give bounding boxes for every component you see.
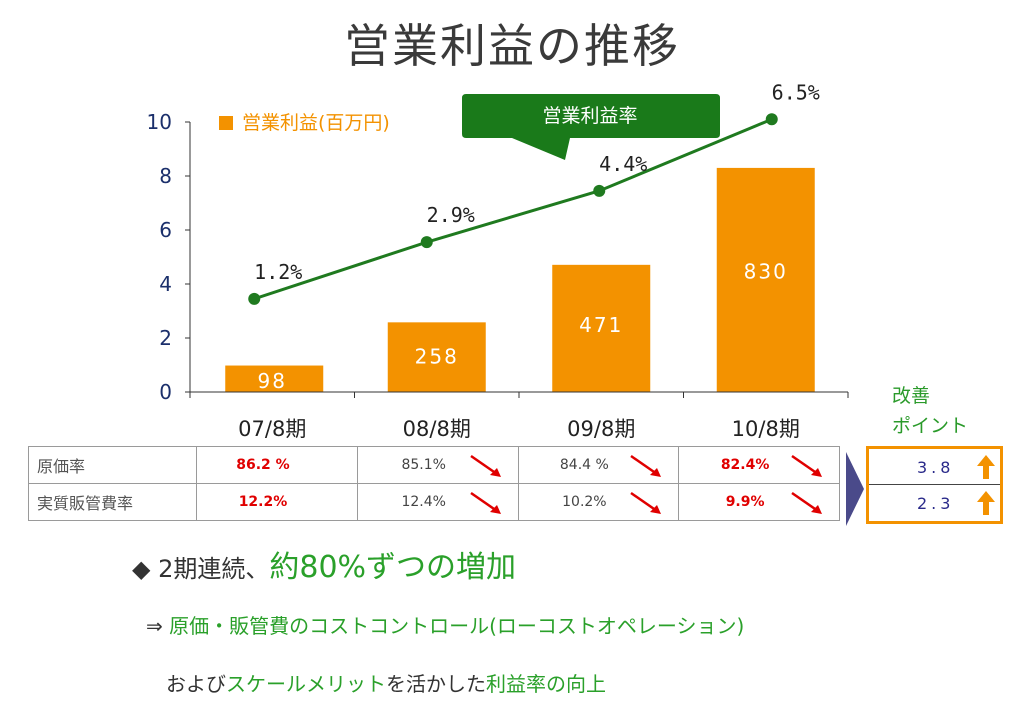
table-cell: 86.2 %: [196, 446, 358, 484]
x-tick-label: 07/8期: [238, 417, 306, 441]
ratio-table: 原価率 86.2 % 85.1% 84.4 % 82.4% 実質販管費率 12.2% 12.4…: [27, 446, 840, 521]
summary-line-3-b: スケールメリット: [226, 672, 386, 696]
table-row: 原価率 86.2 % 85.1% 84.4 % 82.4%: [27, 446, 840, 484]
table-cell: 12.2%: [196, 483, 358, 521]
divider: [869, 484, 1000, 485]
summary-line-2-text: 原価・販管費のコストコントロール(ローコストオペレーション): [169, 614, 745, 638]
cell-value: 12.2%: [238, 494, 288, 510]
callout-label: 営業利益率: [542, 105, 637, 127]
operating-profit-chart: 0 2 4 6 8 10 98 258 471 830 1.2% 2.9% 4.4% 6.5% 営業利…: [147, 80, 849, 441]
down-arrow-icon: [630, 454, 662, 477]
rate-line: [253, 117, 773, 301]
cell-value: 9.9%: [725, 494, 765, 510]
cell-value: 85.1%: [401, 457, 446, 473]
row-label: 実質販管費率: [27, 483, 198, 521]
cell-value: 10.2%: [562, 494, 607, 510]
summary-line-1-prefix: ◆ 2期連続、: [132, 555, 270, 583]
bar-data-label: 830: [744, 260, 788, 284]
y-tick-label: 0: [159, 380, 172, 404]
up-arrow-icon: [977, 455, 995, 479]
table-cell: 84.4 %: [517, 446, 680, 484]
bar-data-label: 98: [258, 369, 287, 393]
improve-label-2: ポイント: [892, 415, 969, 437]
cell-value: 82.4%: [720, 457, 770, 473]
improve-value-cost: 3.8: [917, 458, 955, 477]
up-arrow-icon: [977, 491, 995, 515]
y-axis: 0 2 4 6 8 10: [147, 110, 191, 404]
cell-value: 12.4%: [401, 494, 446, 510]
summary-line-1-emphasis: 約80%ずつの増加: [269, 550, 517, 585]
rate-point: [765, 113, 778, 126]
cell-value: 84.4 %: [559, 457, 609, 473]
down-arrow-icon: [469, 454, 501, 477]
bar: [225, 365, 324, 392]
summary-line-1: ◆ 2期連続、約80%ずつの増加: [132, 542, 516, 586]
bar-data-label: 471: [579, 313, 623, 337]
legend-label: 営業利益(百万円): [242, 112, 390, 134]
summary-line-3-a: および: [166, 672, 226, 696]
y-tick-label: 6: [159, 218, 172, 242]
table-row: 実質販管費率 12.2% 12.4% 10.2% 9.9%: [27, 483, 840, 521]
rate-callout: 営業利益率: [462, 94, 720, 160]
down-arrow-icon: [469, 491, 501, 514]
y-tick-label: 2: [159, 326, 172, 350]
profit-rate-line: 1.2% 2.9% 4.4% 6.5%: [248, 80, 820, 305]
y-tick-label: 10: [147, 110, 172, 134]
bars: 98 258 471 830: [225, 167, 815, 393]
improve-box: 3.8 2.3: [866, 446, 1003, 524]
y-tick-label: 4: [159, 272, 172, 296]
table-cell: 12.4%: [356, 483, 519, 521]
improve-value-sga: 2.3: [917, 494, 955, 513]
bar: [387, 322, 486, 392]
table-cell: 10.2%: [517, 483, 680, 521]
summary-line-3-c: を活かした: [386, 672, 486, 696]
improve-label-1: 改善: [892, 385, 931, 407]
rate-data-label: 1.2%: [254, 260, 302, 284]
row-label: 原価率: [27, 446, 198, 484]
callout-bubble: [462, 94, 720, 160]
down-arrow-icon: [630, 491, 662, 514]
summary-line-2-arrow: ⇒: [146, 614, 170, 638]
rate-data-label: 6.5%: [772, 80, 820, 104]
chevron-right-icon: [846, 452, 864, 526]
summary-line-3: およびスケールメリットを活かした利益率の向上: [166, 668, 606, 697]
rate-data-label: 4.4%: [599, 152, 647, 176]
page-title: 営業利益の推移: [344, 19, 680, 73]
down-arrow-icon: [791, 491, 822, 514]
rate-point: [593, 184, 606, 197]
improve-row: 2.3: [869, 485, 1000, 521]
rate-point: [420, 236, 433, 249]
rate-data-label: 2.9%: [427, 203, 475, 227]
table-cell: 85.1%: [356, 446, 519, 484]
bar-data-label: 258: [415, 345, 459, 369]
x-tick-label: 09/8期: [567, 417, 635, 441]
x-tick-label: 10/8期: [732, 417, 800, 441]
x-tick-label: 08/8期: [403, 417, 471, 441]
x-axis: 07/8期 08/8期 09/8期 10/8期: [189, 391, 849, 441]
bar: [552, 264, 651, 392]
legend: 営業利益(百万円): [219, 112, 390, 134]
summary-line-2: ⇒ 原価・販管費のコストコントロール(ローコストオペレーション): [146, 610, 744, 639]
table-cell: 82.4%: [678, 446, 840, 484]
bar: [716, 167, 815, 392]
down-arrow-icon: [791, 454, 822, 477]
table-cell: 9.9%: [678, 483, 840, 521]
y-tick-label: 8: [159, 164, 172, 188]
summary-line-3-d: 利益率の向上: [486, 672, 606, 696]
rate-point: [248, 292, 261, 305]
cell-value: 86.2 %: [236, 457, 290, 473]
legend-swatch: [219, 116, 233, 130]
improve-row: 3.8: [869, 449, 1000, 485]
